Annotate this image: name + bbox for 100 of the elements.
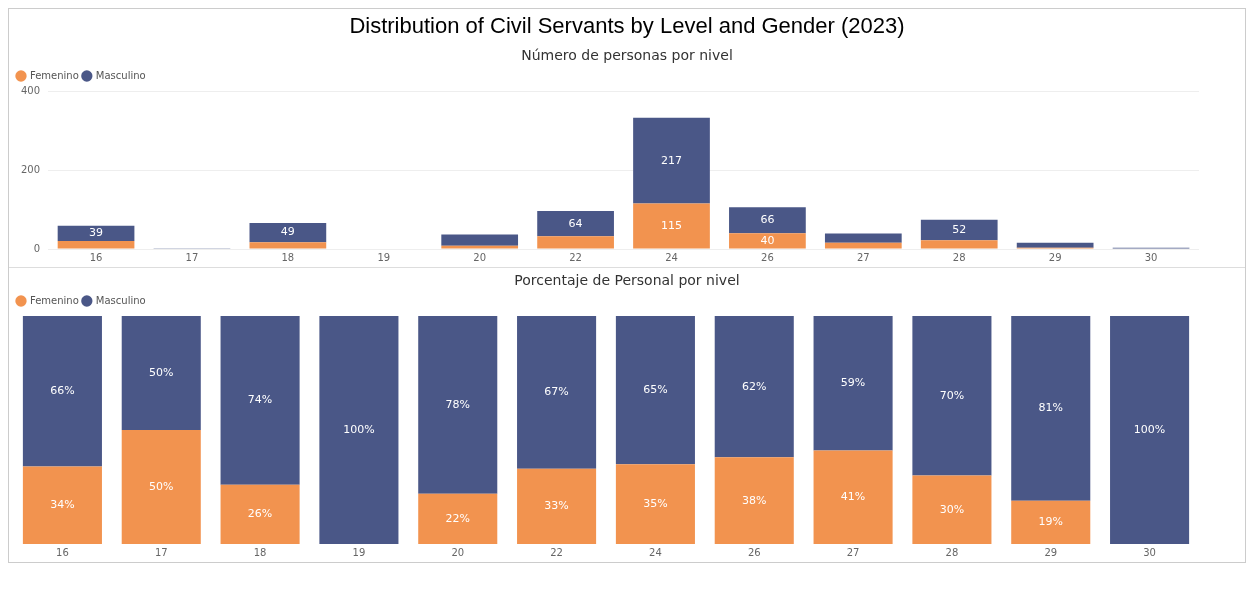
- bar: [920, 219, 998, 241]
- chart-title: Porcentaje de Personal por nivel: [513, 271, 741, 290]
- bar: [517, 468, 597, 544]
- bar: [57, 225, 135, 242]
- x-tick-label: 17: [185, 251, 199, 263]
- x-tick-label: 28: [945, 546, 959, 558]
- x-tick-label: 24: [649, 546, 662, 558]
- bar: [714, 316, 794, 458]
- x-tick-label: 18: [281, 251, 295, 263]
- legend-label: Femenino: [30, 294, 79, 306]
- bar: [714, 457, 794, 544]
- y-tick-label: 200: [20, 163, 41, 175]
- data-label: 50%: [149, 479, 174, 493]
- data-label: 64: [568, 216, 583, 230]
- bar: [418, 316, 498, 494]
- bar: [249, 242, 327, 249]
- bar: [517, 316, 597, 469]
- bar: [824, 242, 902, 249]
- data-label: 74%: [247, 393, 273, 407]
- bar: [220, 484, 300, 544]
- bar: [441, 234, 519, 246]
- bar: [121, 430, 201, 544]
- data-label: 115: [661, 218, 682, 232]
- bar: [633, 203, 710, 249]
- data-label: 19%: [1038, 515, 1063, 529]
- x-tick-label: 26: [747, 546, 761, 558]
- chart-title: Distribution of Civil Servants by Level and Gender (2023): [348, 12, 906, 40]
- bar: [912, 475, 992, 544]
- bar: [22, 316, 102, 467]
- x-tick-label: 29: [1044, 546, 1058, 558]
- bar: [418, 493, 498, 544]
- data-label: 59%: [840, 376, 866, 390]
- data-label: 67%: [544, 385, 569, 399]
- data-label: 34%: [50, 498, 75, 512]
- x-tick-label: 22: [569, 251, 582, 263]
- data-label: 81%: [1038, 401, 1063, 415]
- data-label: 40: [760, 233, 775, 247]
- data-label: 33%: [544, 499, 569, 513]
- x-tick-label: 20: [473, 251, 487, 263]
- data-label: 52: [952, 222, 967, 236]
- bar: [729, 233, 806, 249]
- data-label: 30%: [939, 502, 965, 516]
- bar: [633, 117, 710, 204]
- data-label: 78%: [445, 397, 470, 411]
- x-tick-label: 18: [253, 546, 267, 558]
- data-label: 49: [280, 225, 295, 239]
- y-tick-label: 400: [20, 84, 41, 96]
- bar: [1016, 242, 1094, 248]
- x-tick-label: 27: [856, 251, 870, 263]
- x-tick-label: 28: [952, 251, 966, 263]
- bar: [121, 316, 201, 430]
- data-label: 26%: [247, 507, 273, 521]
- y-tick-label: 0: [33, 242, 41, 254]
- bar: [57, 241, 135, 249]
- bar: [813, 316, 893, 451]
- bar: [319, 316, 399, 544]
- x-tick-label: 26: [761, 251, 774, 263]
- data-label: 41%: [840, 490, 866, 504]
- legend-label: Masculino: [95, 294, 146, 306]
- bar: [220, 316, 300, 485]
- x-tick-label: 19: [352, 546, 366, 558]
- data-label: 62%: [742, 379, 767, 393]
- x-tick-label: 20: [451, 546, 465, 558]
- bar: [729, 207, 806, 234]
- bar: [249, 222, 327, 243]
- x-tick-label: 24: [665, 251, 678, 263]
- x-tick-label: 22: [550, 546, 563, 558]
- bar: [824, 233, 902, 243]
- bar: [615, 464, 695, 544]
- bar: [441, 245, 519, 249]
- x-tick-label: 30: [1144, 251, 1158, 263]
- data-label: 66%: [50, 384, 75, 398]
- data-label: 217: [661, 153, 682, 167]
- bar: [537, 236, 614, 249]
- bar: [813, 450, 893, 544]
- bar: [920, 240, 998, 249]
- data-label: 50%: [149, 365, 174, 379]
- legend-label: Femenino: [30, 69, 79, 81]
- x-tick-label: 17: [154, 546, 168, 558]
- data-label: 22%: [445, 511, 470, 525]
- data-label: 66: [760, 213, 775, 227]
- data-label: 35%: [643, 496, 668, 510]
- bar: [912, 316, 992, 476]
- bar: [615, 316, 695, 465]
- bar: [1110, 316, 1190, 544]
- legend-label: Masculino: [95, 69, 146, 81]
- x-tick-label: 30: [1143, 546, 1156, 558]
- data-label: 39: [89, 226, 104, 240]
- data-label: 38%: [742, 493, 767, 507]
- x-tick-label: 27: [846, 546, 860, 558]
- data-label: 100%: [1133, 422, 1166, 436]
- data-label: 65%: [643, 382, 668, 396]
- x-tick-label: 16: [56, 546, 69, 558]
- data-label: 100%: [343, 422, 375, 436]
- bar: [1011, 316, 1091, 501]
- bar: [1011, 500, 1091, 544]
- data-label: 70%: [939, 388, 965, 402]
- bar: [537, 211, 614, 237]
- bar: [22, 466, 102, 544]
- x-tick-label: 19: [377, 251, 391, 263]
